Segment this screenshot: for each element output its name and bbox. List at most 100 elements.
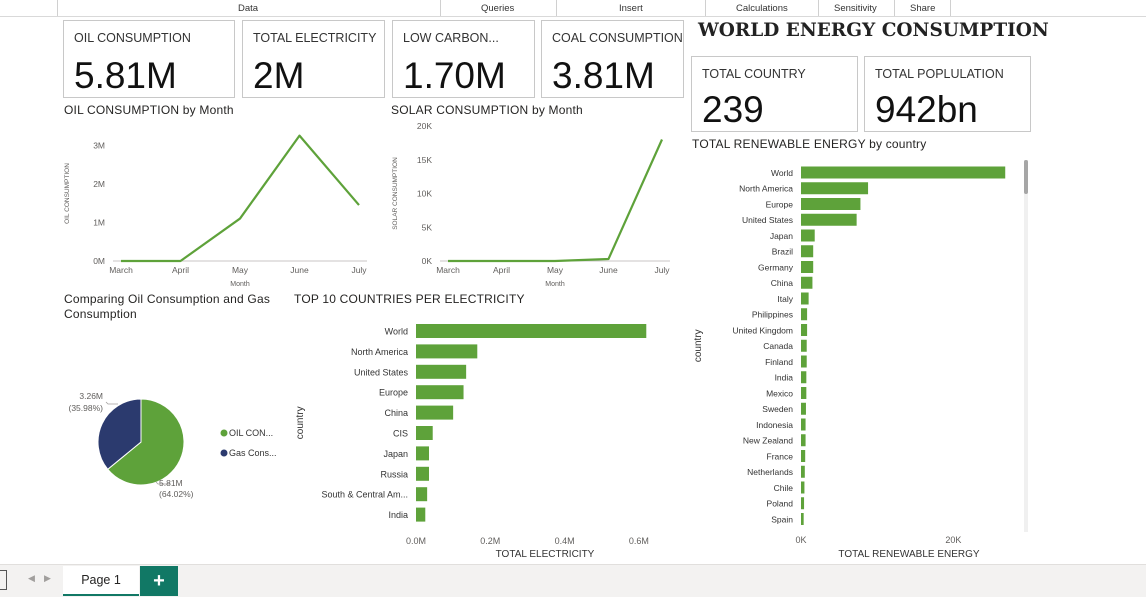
pie-data-label: 3.26M [79,391,103,401]
bar [801,402,806,415]
prev-page-icon[interactable]: ◀ [28,573,35,583]
bar [801,213,857,226]
category-label: Europe [766,199,794,209]
bar [416,344,478,359]
ribbon-divider [440,0,441,16]
bar [801,387,807,399]
oil-line-chart-title: OIL CONSUMPTION by Month [64,103,234,117]
ribbon-divider [950,0,951,16]
ribbon-bar: Data Queries Insert Calculations Sensiti… [0,0,1146,17]
renewable-bar-chart-title: TOTAL RENEWABLE ENERGY by country [692,137,927,151]
bar [801,276,813,289]
page-tab-page-1[interactable]: Page 1 [63,566,139,596]
pie-slice [97,398,142,470]
x-tick-label: July [654,265,670,275]
y-axis-title: SOLAR CONSUMPTION [392,157,399,230]
bar [416,446,429,461]
category-label: World [771,168,793,178]
kpi-card-total-country[interactable]: TOTAL COUNTRY 239 [691,56,858,132]
oil-consumption-line-chart[interactable]: 0M 1M 2M 3M March April May June July Month OIL CO… [58,118,384,290]
oil-gas-pie-chart[interactable]: 5.81M(64.02%) 3.26M (35.98%) OIL CON... Gas … [58,322,288,562]
bar [801,355,807,368]
scrollbar-track [1024,160,1028,532]
x-axis-title: Month [230,281,250,288]
x-tick-label: March [436,265,460,275]
pie-data-label: 5.81M [159,478,183,488]
solar-consumption-line-chart[interactable]: 0K 5K 10K 15K 20K March April May June July Month S… [386,118,688,290]
electricity-bar-chart-title: TOP 10 COUNTRIES PER ELECTRICITY [294,292,525,306]
ribbon-tab-insert[interactable]: Insert [619,3,643,14]
ribbon-tab-calculations[interactable]: Calculations [736,3,788,14]
category-label: Germany [758,262,794,272]
ribbon-tab-sensitivity[interactable]: Sensitivity [834,3,877,14]
bar [801,229,815,242]
add-page-button[interactable]: + [140,566,178,596]
bar [416,405,454,420]
x-tick-label: July [351,265,367,275]
next-page-icon[interactable]: ▶ [44,573,51,583]
label-leader-line [105,401,118,405]
category-label: Philippines [752,310,793,320]
kpi-value: 239 [702,89,764,130]
y-tick-label: 0K [422,256,433,266]
x-axis-title: Month [545,281,565,288]
kpi-label: TOTAL COUNTRY [702,67,806,81]
kpi-card-low-carbon[interactable]: LOW CARBON... 1.70M [392,20,535,98]
x-tick-label: June [290,265,309,275]
x-axis-title: TOTAL ELECTRICITY [496,549,595,560]
dashboard-title: WORLD ENERGY CONSUMPTION [698,20,1049,41]
category-label: CIS [393,429,408,439]
kpi-card-coal-consumption[interactable]: COAL CONSUMPTION 3.81M [541,20,684,98]
bar [416,324,647,338]
ribbon-tab-queries[interactable]: Queries [481,3,515,14]
category-label: Japan [383,449,408,459]
x-tick-label: May [547,265,564,275]
category-label: Finland [765,357,793,367]
ribbon-divider [894,0,895,16]
ribbon-tab-data[interactable]: Data [238,3,259,14]
kpi-card-total-population[interactable]: TOTAL POPLULATION 942bn [864,56,1031,132]
category-label: China [771,278,793,288]
x-tick-label: June [599,265,618,275]
bar [801,434,806,447]
kpi-card-total-electricity[interactable]: TOTAL ELECTRICITY 2M [242,20,385,98]
kpi-value: 942bn [875,89,978,130]
category-label: Mexico [766,388,793,398]
bar [801,339,807,352]
bar [801,308,808,321]
category-label: Canada [763,341,793,351]
kpi-card-oil-consumption[interactable]: OIL CONSUMPTION 5.81M [63,20,235,98]
y-tick-label: 20K [417,121,432,131]
y-tick-label: 15K [417,155,432,165]
bar [801,292,809,305]
bar [416,487,428,502]
ribbon-divider [705,0,706,16]
category-label: New Zealand [743,436,793,446]
category-label: Europe [379,388,408,398]
series-line [448,139,664,263]
bar [801,245,814,258]
x-tick-label: April [493,265,510,275]
bar [801,497,805,510]
bar [801,513,804,525]
y-tick-label: 1M [93,217,105,227]
electricity-bar-chart[interactable]: World North America United States Europe Chi… [290,310,688,564]
renewable-bar-chart[interactable]: World North America Europe United States Jap… [688,152,1035,562]
category-label: Poland [767,499,794,509]
series-line [121,134,360,263]
bar [416,466,429,481]
ribbon-tab-share[interactable]: Share [910,3,936,14]
page-nav-icon[interactable] [0,570,7,590]
y-tick-label: 0M [93,256,105,266]
category-label: India [775,373,794,383]
bar [416,507,426,522]
kpi-value: 1.70M [403,55,506,96]
kpi-label: COAL CONSUMPTION [552,31,683,45]
legend-label: OIL CON... [229,428,273,438]
kpi-label: LOW CARBON... [403,31,499,45]
category-label: China [384,408,408,418]
category-label: Spain [771,514,793,524]
pie-chart-title: Comparing Oil Consumption and Gas Consum… [64,292,271,321]
x-tick-label: 0.4M [555,536,575,546]
x-tick-label: 0.2M [480,536,500,546]
